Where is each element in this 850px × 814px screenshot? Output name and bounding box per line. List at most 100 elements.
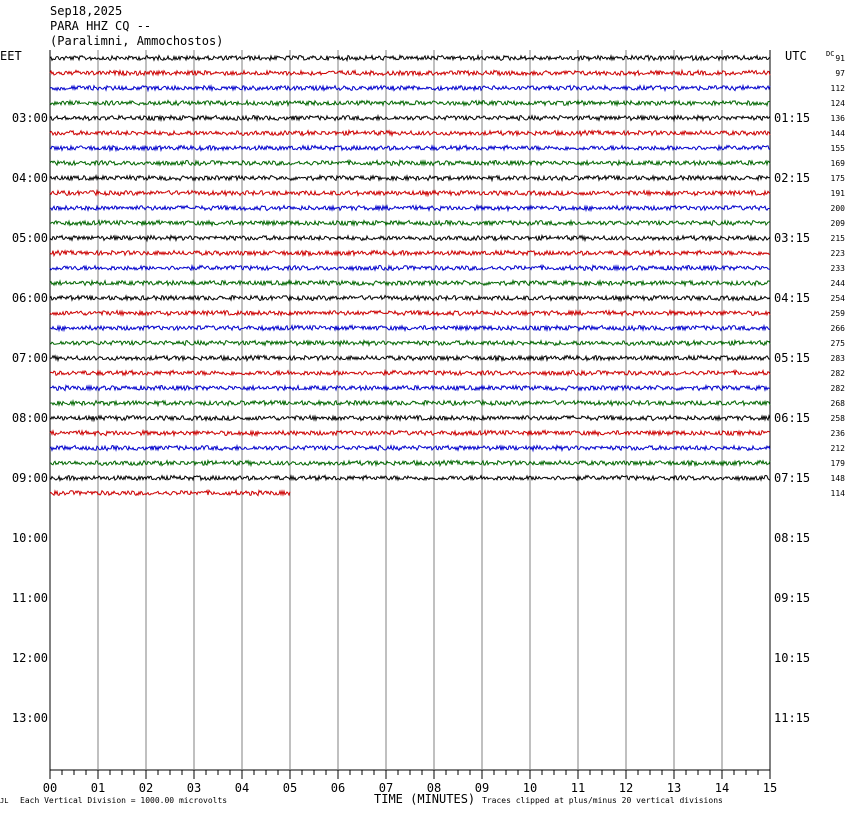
x-tick-label: 04 [235,781,249,795]
local-hour-label: 05:00 [12,231,48,245]
dc-offset-value: 155 [831,144,846,153]
x-tick-label: 05 [283,781,297,795]
utc-hour-label: 11:15 [774,711,810,725]
seismic-trace [49,489,291,497]
utc-hour-label: 04:15 [774,291,810,305]
dc-offset-value: 97 [835,69,845,78]
local-hour-label: 06:00 [12,291,48,305]
local-hour-label: 12:00 [12,651,48,665]
dc-offset-value: 236 [831,429,846,438]
seismic-trace [49,68,771,77]
local-timezone-label: EET [0,49,22,63]
local-hour-label: 08:00 [12,411,48,425]
dc-offset-value: 212 [831,444,846,453]
seismic-trace [49,188,771,198]
dc-offset-value: 215 [831,234,846,243]
seismic-trace [49,203,771,213]
dc-offset-value: 91 [835,54,845,63]
dc-offset-value: 144 [831,129,846,138]
x-tick-label: 13 [667,781,681,795]
dc-offset-value: 259 [831,309,846,318]
plot-date: Sep18,2025 [50,4,123,18]
dc-offset-value: 254 [831,294,846,303]
dc-offset-value: 268 [831,399,846,408]
x-tick-label: 02 [139,781,153,795]
local-hour-label: 07:00 [12,351,48,365]
dc-offset-value: 209 [831,219,846,228]
x-axis-title: TIME (MINUTES) [374,792,476,806]
dc-offset-value: 282 [831,369,846,378]
seismic-trace [49,308,771,318]
utc-hour-label: 09:15 [774,591,810,605]
seismic-trace [49,83,771,93]
seismic-trace [49,113,771,123]
seismic-trace [49,323,771,333]
dc-offset-value: 282 [831,384,846,393]
dc-offset-value: 136 [831,114,846,123]
seismic-trace [49,473,771,482]
local-hour-label: 09:00 [12,471,48,485]
seismic-trace [49,338,771,348]
dc-offset-value: 191 [831,189,846,198]
seismic-trace [49,443,771,453]
utc-hour-label: 02:15 [774,171,810,185]
utc-hour-label: 07:15 [774,471,810,485]
seismic-trace [49,173,771,183]
seismic-trace [49,354,771,363]
scale-note: Each Vertical Division = 1000.00 microvo… [20,796,228,805]
utc-hour-label: 10:15 [774,651,810,665]
dc-offset-value: 200 [831,204,846,213]
x-tick-label: 14 [715,781,729,795]
seismic-trace [49,249,771,258]
seismic-trace [49,398,771,408]
seismic-trace [49,383,771,392]
clip-note: Traces clipped at plus/minus 20 vertical… [482,796,723,805]
x-tick-label: 00 [43,781,57,795]
x-tick-label: 09 [475,781,489,795]
dc-offset-value: 124 [831,99,846,108]
utc-hour-label: 03:15 [774,231,810,245]
x-tick-label: 11 [571,781,585,795]
utc-hour-label: 05:15 [774,351,810,365]
footer-mark: JL [0,797,9,805]
dc-offset-value: 112 [831,84,846,93]
seismic-trace [49,414,771,423]
x-tick-label: 03 [187,781,201,795]
station-code: PARA HHZ CQ -- [50,19,152,33]
station-location: (Paralimni, Ammochostos) [50,34,224,48]
local-hour-label: 03:00 [12,111,48,125]
dc-offset-value: 283 [831,354,846,363]
dc-offset-value: 266 [831,324,846,333]
dc-offset-value: 114 [831,489,846,498]
x-tick-label: 07 [379,781,393,795]
seismic-trace [49,218,771,228]
utc-hour-label: 01:15 [774,111,810,125]
seismic-trace [49,98,771,108]
dc-offset-value: 244 [831,279,846,288]
seismic-trace [49,263,771,272]
x-tick-label: 12 [619,781,633,795]
x-tick-label: 06 [331,781,345,795]
x-tick-label: 15 [763,781,777,795]
seismic-trace [49,128,771,138]
utc-hour-label: 08:15 [774,531,810,545]
x-tick-label: 01 [91,781,105,795]
seismic-trace [49,143,771,153]
seismic-trace [49,158,771,167]
utc-hour-label: 06:15 [774,411,810,425]
local-hour-label: 13:00 [12,711,48,725]
dc-offset-value: 223 [831,249,846,258]
dc-offset-value: 258 [831,414,846,423]
dc-offset-header: DC [826,50,835,58]
seismic-trace [49,278,771,288]
dc-offset-value: 233 [831,264,846,273]
local-hour-label: 10:00 [12,531,48,545]
dc-offset-value: 175 [831,174,846,183]
seismic-trace [49,293,771,303]
x-tick-label: 08 [427,781,441,795]
local-hour-label: 04:00 [12,171,48,185]
dc-offset-value: 275 [831,339,846,348]
local-hour-label: 11:00 [12,591,48,605]
seismic-trace [49,428,771,438]
